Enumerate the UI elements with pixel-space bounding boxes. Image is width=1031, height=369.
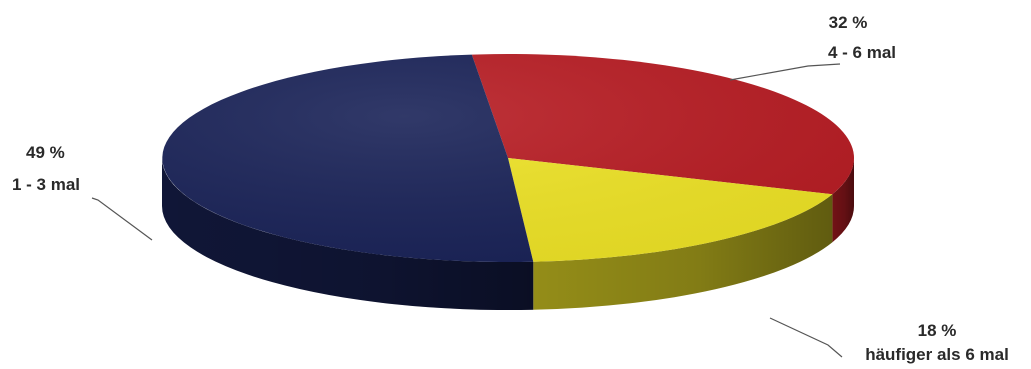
slice-category-label: 4 - 6 mal [828,43,896,62]
slice-value-label: 32 % [829,13,868,32]
slice-value-label: 18 % [918,321,957,340]
leader-line-haeufiger-als-6-mal [769,317,843,358]
slice-category-label: häufiger als 6 mal [865,345,1009,364]
slice-label-group-haeufiger: 18 % häufiger als 6 mal [865,321,1009,364]
pie-top-sheen [162,54,854,262]
pie-sides [162,158,854,310]
slice-category-label: 1 - 3 mal [12,175,80,194]
slice-value-label: 49 % [26,143,65,162]
pie-side-shading [832,158,854,243]
pie-tops [162,54,855,262]
leader-line-1-3-mal [91,197,153,241]
slice-label-group-4-6: 32 % 4 - 6 mal [828,13,896,62]
pie-side-shading [533,194,833,310]
leader-lines [91,63,843,358]
slice-label-group-1-3: 49 % 1 - 3 mal [12,143,80,194]
leader-line-4-6-mal [729,63,841,81]
pie-side-shading [162,158,534,310]
